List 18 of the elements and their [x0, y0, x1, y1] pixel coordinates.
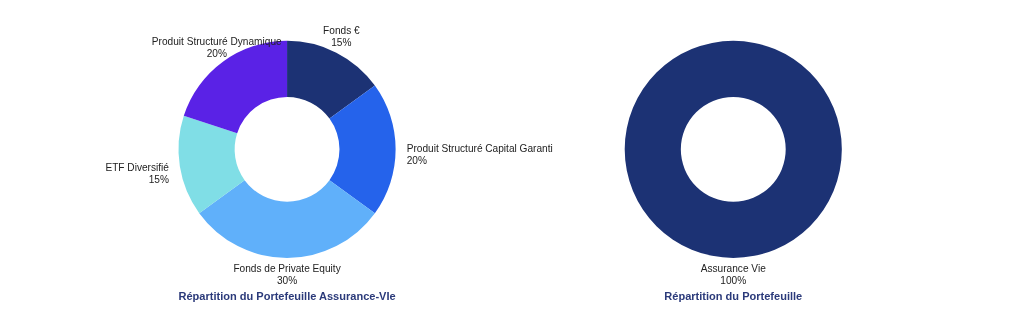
data-label: 15%	[148, 173, 169, 185]
slice-label: Assurance Vie	[700, 262, 767, 274]
donut-slice	[287, 40, 375, 119]
slice-label: Produit Structuré Dynamique	[151, 35, 283, 47]
slice-label: Produit Structuré Capital Garanti	[406, 143, 553, 155]
text: Répartition du Portefeuille Assurance-VIe	[178, 290, 396, 303]
data-label: 30%	[276, 274, 298, 286]
data-label: 100%	[720, 274, 747, 286]
slice-label: Fonds €	[323, 25, 360, 37]
text: Répartition du Portefeuille	[664, 290, 803, 303]
data-label: 15%	[331, 37, 352, 49]
slice-label: ETF Diversifié	[105, 161, 170, 173]
data-label: 20%	[206, 47, 227, 59]
slice-label: Fonds de Private Equity	[233, 262, 342, 274]
donut-slice	[199, 180, 375, 258]
data-label: 20%	[406, 155, 427, 167]
donut-slice	[329, 85, 396, 214]
donut-slice	[178, 115, 245, 214]
